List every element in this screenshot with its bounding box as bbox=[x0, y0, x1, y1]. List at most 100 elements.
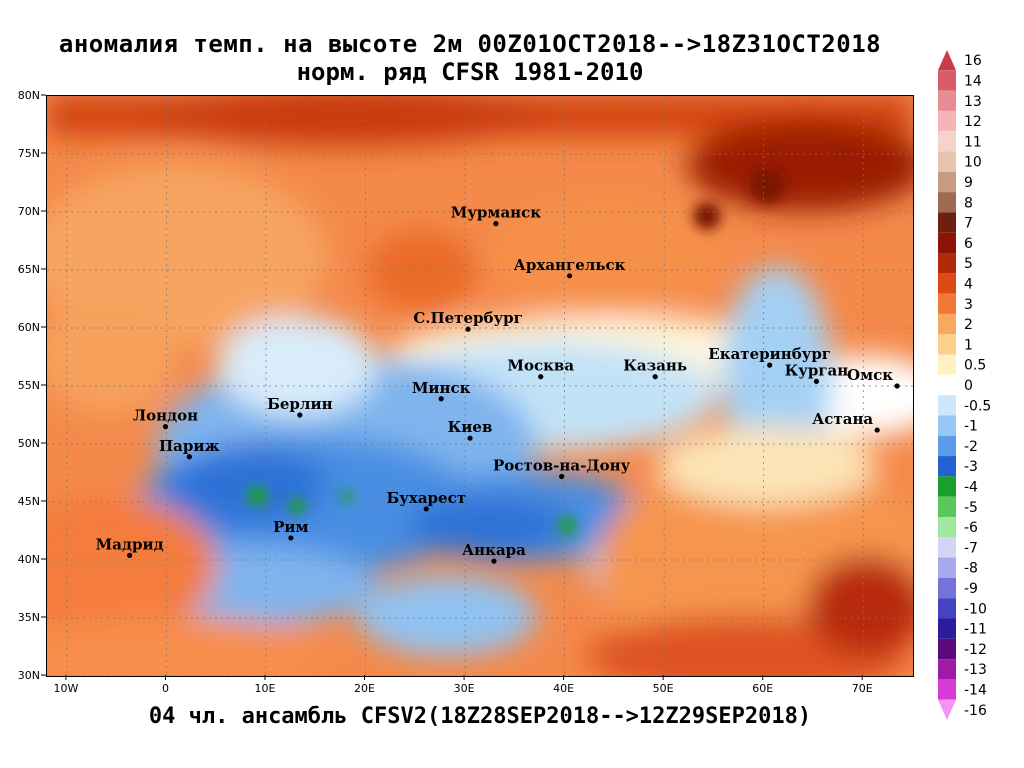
colorbar-swatch bbox=[938, 516, 956, 538]
city-label: Астана bbox=[812, 410, 873, 428]
colorbar-label: -2 bbox=[964, 439, 978, 455]
colorbar-label: 1 bbox=[964, 337, 973, 353]
colorbar-swatch bbox=[938, 232, 956, 254]
colorbar-label: -5 bbox=[964, 500, 978, 516]
lat-tick-label: 75N bbox=[18, 147, 40, 160]
colorbar-label: 8 bbox=[964, 195, 973, 211]
colorbar-label: -4 bbox=[964, 480, 978, 496]
colorbar-label: 16 bbox=[964, 53, 982, 69]
city-label: Омск bbox=[847, 366, 893, 384]
lat-tick-label: 40N bbox=[18, 553, 40, 566]
colorbar-swatch bbox=[938, 212, 956, 233]
city-marker bbox=[491, 558, 497, 564]
lon-tick-label: 0 bbox=[162, 682, 169, 695]
city-label: Екатеринбург bbox=[708, 345, 831, 363]
lat-tick-label: 60N bbox=[18, 321, 40, 334]
ensemble-caption: 04 чл. ансамбль CFSV2(18Z28SEP2018-->12Z… bbox=[148, 704, 812, 729]
colorbar-label: -0.5 bbox=[964, 398, 991, 414]
city-label: Курган bbox=[785, 361, 849, 379]
colorbar-label: 3 bbox=[964, 297, 973, 313]
colorbar-swatch bbox=[938, 638, 956, 660]
colorbar-label: -14 bbox=[964, 683, 987, 699]
colorbar-swatch bbox=[938, 699, 956, 720]
colorbar-label: -8 bbox=[964, 561, 978, 577]
city-label: Минск bbox=[412, 379, 471, 397]
colorbar-label: -10 bbox=[964, 601, 987, 617]
city-label: Мадрид bbox=[96, 535, 164, 553]
city-label: Архангельск bbox=[514, 256, 626, 274]
colorbar-label: 11 bbox=[964, 134, 982, 150]
colorbar-label: 0 bbox=[964, 378, 973, 394]
city-marker bbox=[767, 362, 773, 368]
city-label: Париж bbox=[159, 437, 220, 455]
colorbar-label: 0.5 bbox=[964, 358, 986, 374]
lon-tick-label: 10W bbox=[53, 682, 78, 695]
lon-tick-label: 70E bbox=[852, 682, 873, 695]
colorbar-label: 6 bbox=[964, 236, 973, 252]
colorbar-label: 4 bbox=[964, 276, 973, 292]
colorbar: 16 14 13 12 11 10 9 8 7 6 5 4 3 2 1 0.5 0 -0.5 -1 -2 -3 -4 -5 -… bbox=[938, 50, 991, 720]
colorbar-swatch bbox=[938, 253, 956, 274]
city-marker bbox=[813, 378, 820, 384]
colorbar-swatch bbox=[938, 374, 956, 396]
lat-tick-label: 55N bbox=[18, 379, 40, 392]
colorbar-swatch bbox=[938, 557, 956, 578]
city-marker bbox=[874, 427, 880, 433]
city-marker bbox=[465, 326, 471, 332]
city-marker bbox=[894, 383, 900, 389]
city-label: Казань bbox=[623, 357, 687, 375]
colorbar-label: 12 bbox=[964, 114, 982, 130]
city-label: Рим bbox=[273, 518, 308, 536]
colorbar-label: -7 bbox=[964, 540, 978, 556]
city-label: Бухарест bbox=[386, 489, 466, 507]
colorbar-swatch bbox=[938, 192, 956, 213]
city-label: Москва bbox=[507, 357, 574, 375]
colorbar-swatch bbox=[938, 415, 956, 436]
colorbar-swatch bbox=[938, 131, 956, 152]
colorbar-swatch bbox=[938, 313, 956, 335]
city-label: Мурманск bbox=[451, 204, 542, 222]
colorbar-swatch bbox=[938, 577, 956, 599]
city-label: Ростов-на-Дону bbox=[493, 456, 631, 474]
colorbar-swatch bbox=[938, 90, 956, 111]
city-marker bbox=[559, 473, 565, 480]
city-marker bbox=[438, 396, 444, 402]
city-marker bbox=[288, 535, 294, 541]
city-marker bbox=[162, 424, 169, 430]
colorbar-label: -11 bbox=[964, 622, 987, 638]
city-marker bbox=[186, 454, 192, 460]
colorbar-label: 9 bbox=[964, 175, 973, 191]
colorbar-swatch bbox=[938, 537, 956, 558]
city-marker bbox=[423, 506, 429, 512]
colorbar-swatch bbox=[938, 659, 956, 680]
colorbar-label: 2 bbox=[964, 317, 973, 333]
colorbar-swatch bbox=[938, 50, 956, 71]
colorbar-swatch bbox=[938, 679, 956, 700]
lat-tick-label: 65N bbox=[18, 263, 40, 276]
city-label: С.Петербург bbox=[413, 309, 522, 327]
colorbar-swatch bbox=[938, 598, 956, 619]
colorbar-swatch bbox=[938, 354, 956, 375]
colorbar-swatch bbox=[938, 456, 956, 477]
lat-tick-label: 45N bbox=[18, 495, 40, 508]
lat-tick-label: 80N bbox=[18, 89, 40, 102]
city-marker bbox=[127, 552, 133, 558]
colorbar-swatch bbox=[938, 334, 956, 355]
lat-tick-label: 30N bbox=[18, 669, 40, 682]
colorbar-label: 5 bbox=[964, 256, 973, 272]
colorbar-swatch bbox=[938, 70, 956, 91]
colorbar-label: -12 bbox=[964, 642, 987, 658]
colorbar-swatch bbox=[938, 395, 956, 416]
colorbar-label: -16 bbox=[964, 703, 987, 719]
lon-tick-label: 50E bbox=[653, 682, 674, 695]
colorbar-label: 7 bbox=[964, 216, 973, 232]
anomaly-detail bbox=[247, 168, 785, 535]
colorbar-swatch bbox=[938, 171, 956, 193]
colorbar-label: 10 bbox=[964, 155, 982, 171]
city-marker bbox=[493, 221, 499, 227]
map-subtitle: норм. ряд CFSR 1981-2010 bbox=[296, 58, 644, 86]
colorbar-swatch bbox=[938, 618, 956, 639]
city-marker bbox=[652, 374, 658, 380]
lon-tick-label: 20E bbox=[354, 682, 375, 695]
colorbar-swatch bbox=[938, 110, 956, 132]
